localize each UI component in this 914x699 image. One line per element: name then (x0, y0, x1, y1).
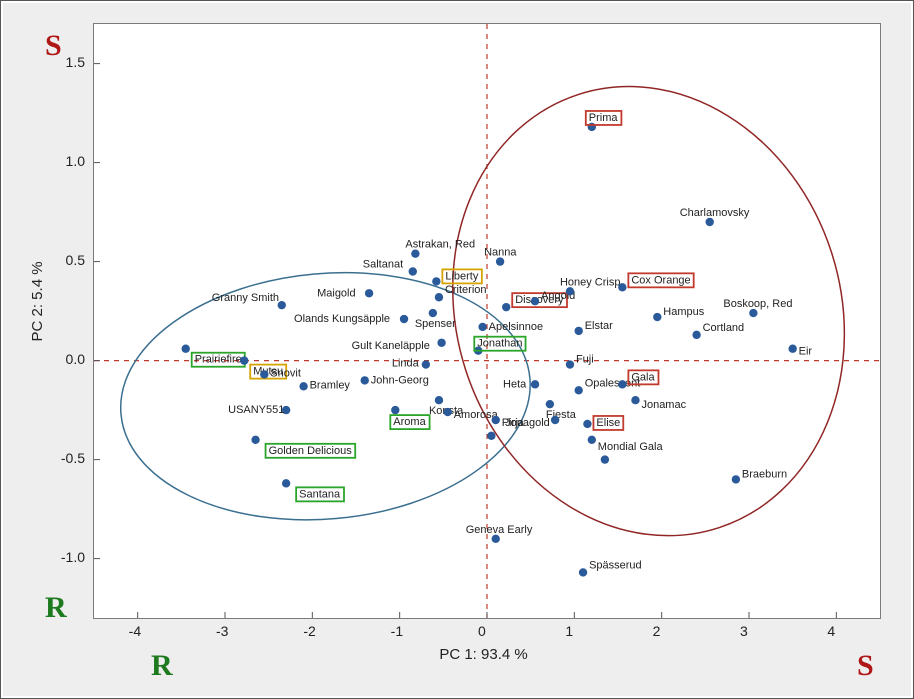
svg-text:Fiesta: Fiesta (546, 409, 577, 421)
y-tick-label: 1.0 (66, 153, 85, 169)
svg-text:Jonathan: Jonathan (477, 338, 522, 350)
svg-text:Olands Kungsäpple: Olands Kungsäpple (294, 313, 390, 325)
plot-area: PrairiefireMutsuGranny SmithSnovitBramle… (93, 23, 881, 619)
svg-text:Saltanat: Saltanat (363, 259, 403, 271)
x-tick-label: 0 (478, 623, 486, 639)
svg-text:Gala: Gala (631, 371, 655, 383)
svg-text:Boskoop, Red: Boskoop, Red (723, 298, 792, 310)
x-tick-label: 2 (653, 623, 661, 639)
svg-text:John-Georg: John-Georg (371, 374, 429, 386)
svg-text:Eir: Eir (799, 346, 813, 358)
svg-text:Granny Smith: Granny Smith (212, 292, 279, 304)
svg-text:Prairiefire: Prairiefire (195, 354, 242, 366)
svg-text:Honey Crisp: Honey Crisp (560, 276, 621, 288)
scatter-svg: PrairiefireMutsuGranny SmithSnovitBramle… (94, 24, 880, 618)
svg-text:Apelsinnoe: Apelsinnoe (489, 321, 543, 333)
svg-text:Golden Delicious: Golden Delicious (269, 445, 353, 457)
svg-text:Hampus: Hampus (663, 306, 704, 318)
y-tick-label: 1.5 (66, 54, 85, 70)
x-tick-label: -1 (391, 623, 403, 639)
svg-text:Bramley: Bramley (310, 379, 351, 391)
corner-s-below: S (857, 649, 874, 683)
svg-text:Linda: Linda (392, 358, 420, 370)
x-tick-label: -3 (216, 623, 228, 639)
svg-text:Prima: Prima (589, 112, 619, 124)
svg-text:Criterion: Criterion (445, 284, 487, 296)
svg-text:Cox Orange: Cox Orange (631, 274, 690, 286)
y-axis-title: PC 2: 5.4 % (29, 261, 46, 341)
y-tick-label: -1.0 (61, 549, 85, 565)
svg-text:Aroma: Aroma (393, 416, 426, 428)
svg-text:Charlamovsky: Charlamovsky (680, 207, 750, 219)
svg-text:Liberty: Liberty (445, 270, 479, 282)
svg-text:Astrakan, Red: Astrakan, Red (405, 239, 475, 251)
corner-r-bottom: R (45, 591, 67, 625)
x-tick-label: 1 (565, 623, 573, 639)
y-axis-label-text: PC 2: 5.4 % (29, 261, 46, 341)
svg-text:Elise: Elise (596, 417, 620, 429)
svg-text:Elstar: Elstar (585, 320, 613, 332)
x-axis-label-text: PC 1: 93.4 % (439, 646, 527, 663)
svg-text:USANY551: USANY551 (228, 404, 284, 416)
x-tick-label: 4 (827, 623, 835, 639)
y-tick-label: 0.0 (66, 351, 85, 367)
svg-text:Cortland: Cortland (703, 322, 745, 334)
x-axis-title: PC 1: 93.4 % (439, 646, 527, 663)
y-tick-label: 0.5 (66, 252, 85, 268)
y-tick-label: -0.5 (61, 450, 85, 466)
svg-text:Gult Kaneläpple: Gult Kaneläpple (352, 340, 430, 352)
x-tick-label: -4 (129, 623, 141, 639)
svg-text:Braeburn: Braeburn (742, 468, 787, 480)
svg-text:Jonagold: Jonagold (505, 417, 550, 429)
svg-text:Mondial Gala: Mondial Gala (598, 441, 664, 453)
svg-text:Nanna: Nanna (484, 247, 517, 259)
x-tick-label: -2 (303, 623, 315, 639)
svg-text:Santana: Santana (299, 488, 341, 500)
svg-text:Maigold: Maigold (317, 287, 356, 299)
svg-text:Heta: Heta (503, 378, 527, 390)
figure-panel: PC 2: 5.4 % S R PrairiefireMutsuGranny S… (0, 0, 914, 699)
svg-text:Jonamac: Jonamac (641, 399, 686, 411)
x-tick-label: 3 (740, 623, 748, 639)
svg-text:Spenser: Spenser (415, 318, 456, 330)
svg-text:Snovit: Snovit (270, 367, 301, 379)
corner-s-top: S (45, 29, 62, 63)
corner-r-below: R (151, 649, 173, 683)
svg-text:Geneva Early: Geneva Early (466, 524, 533, 536)
svg-text:Spässerud: Spässerud (589, 559, 642, 571)
svg-text:Fuji: Fuji (576, 354, 594, 366)
